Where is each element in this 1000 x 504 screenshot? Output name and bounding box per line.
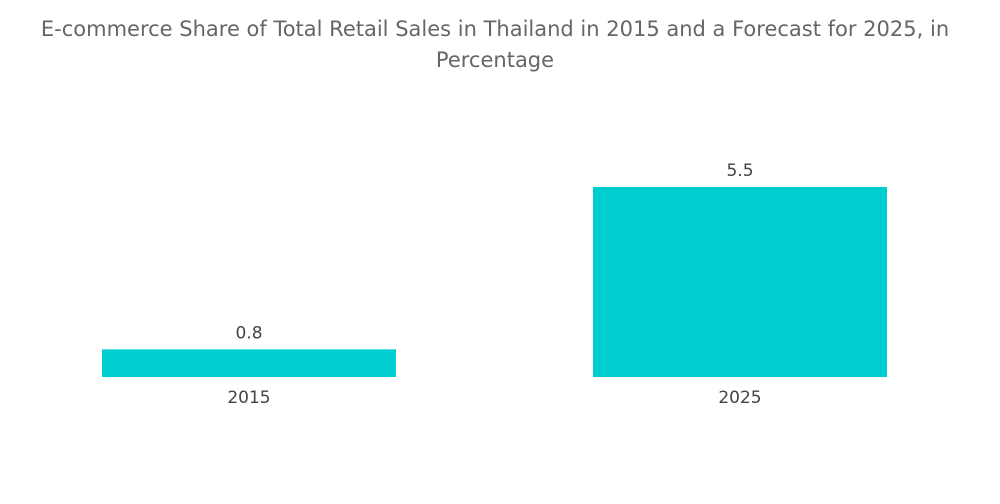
chart-title: E-commerce Share of Total Retail Sales i… (40, 17, 950, 72)
value-label-2025: 5.5 (726, 161, 753, 181)
bars-layer: 0.8 2015 5.5 2025 (102, 161, 887, 408)
value-label-2015: 0.8 (235, 323, 262, 343)
x-tick-label-2025: 2025 (718, 388, 761, 408)
x-tick-label-2015: 2015 (227, 388, 270, 408)
bar-2015 (102, 349, 396, 377)
bar-2025 (593, 187, 887, 377)
